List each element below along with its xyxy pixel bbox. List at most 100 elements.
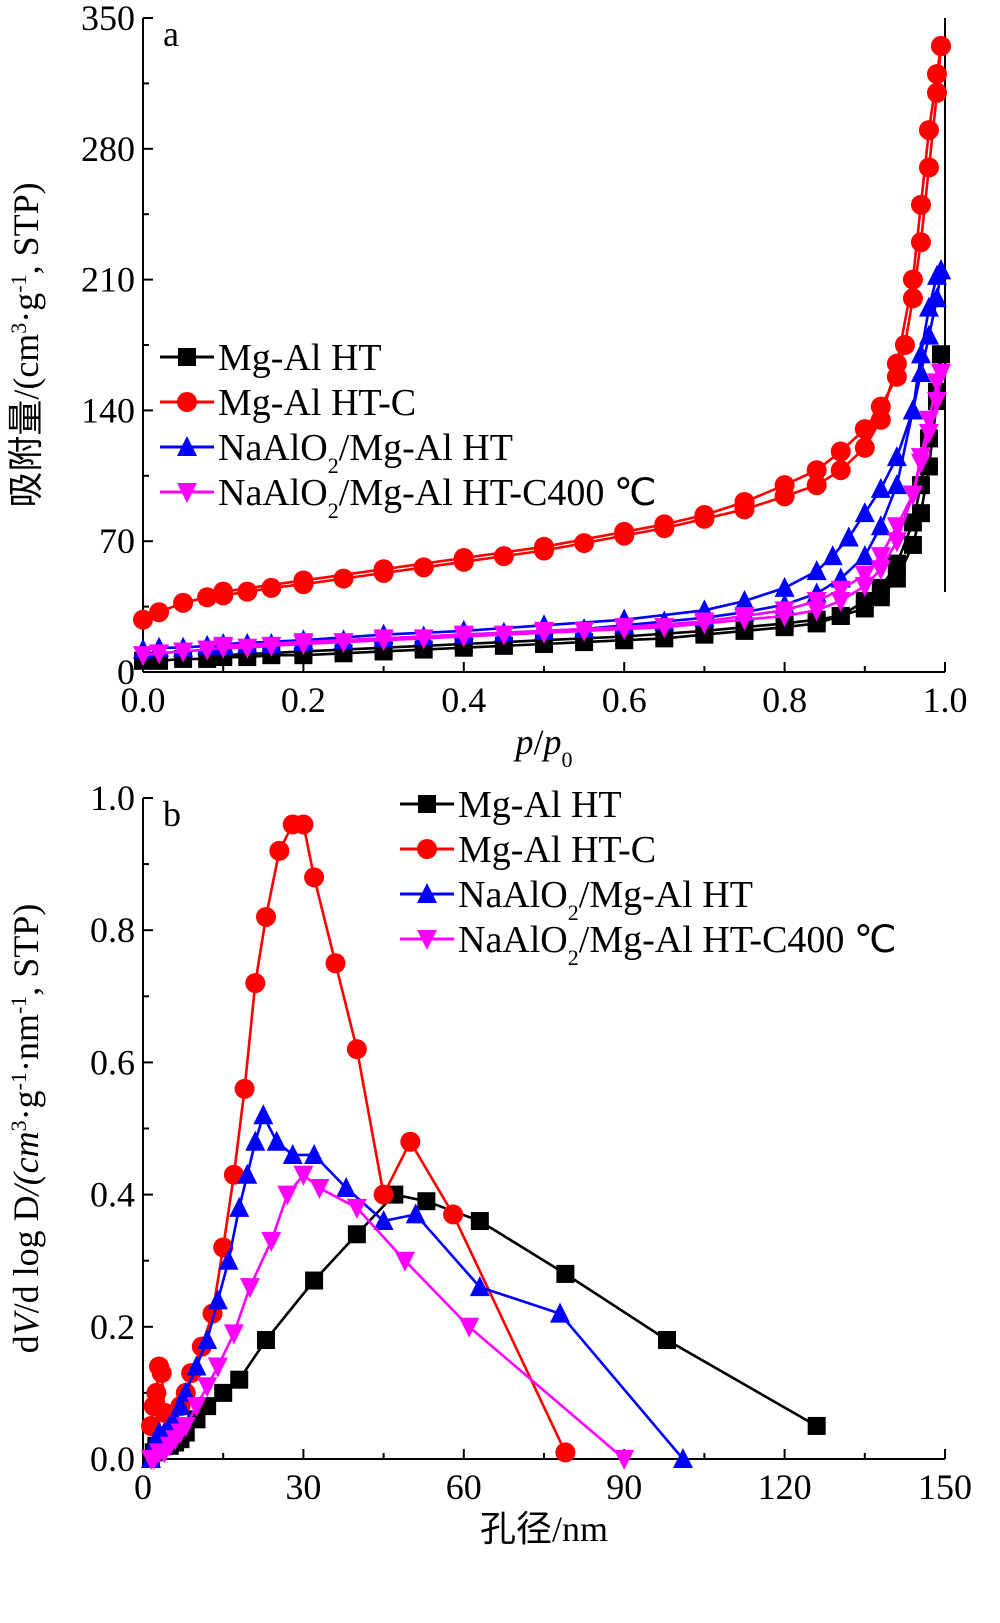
data-point [405,1203,426,1224]
series-2 [141,1104,694,1468]
data-point [734,589,755,610]
y-tick-label: 70 [99,521,135,561]
data-point [245,1130,266,1151]
data-point [304,867,325,888]
data-point [902,485,923,506]
data-point [830,441,851,462]
chart-panel-b: 0 30 60 90 120 150 0.0 0.2 0.4 0.6 0.8 1.0 b 孔径/nm dV/… [6,778,973,1549]
series-3 [141,1165,635,1470]
legend-label: NaAlO2/Mg-Al HT-C400 ℃ [218,472,657,523]
data-point [237,1163,258,1184]
data-point [871,588,890,607]
data-point [213,636,234,657]
data-point [870,547,891,568]
data-point [806,591,827,612]
data-point [197,587,218,608]
data-point [151,1363,172,1384]
data-point [173,642,194,663]
data-point [854,545,875,566]
data-point [918,324,939,345]
data-point [886,474,907,495]
data-point [277,1185,298,1206]
data-point [822,545,843,566]
legend-marker [177,483,197,503]
data-point [886,366,907,387]
y-tick-label: 280 [81,129,135,169]
data-point [173,592,194,613]
x-axis-label: p/p0 [512,722,572,772]
data-point [325,953,346,974]
y-tick-label: 0.0 [90,1439,135,1479]
x-tick-label: 30 [285,1467,321,1507]
legend-label: Mg-Al HT [218,337,382,379]
x-tick-label: 120 [758,1467,812,1507]
x-tick-label: 1.0 [923,680,968,720]
data-point [918,423,939,444]
legend-marker [418,795,436,813]
data-point [614,521,635,542]
y-axis-label: 吸附量/(cm3·g-1, STP) [6,182,47,507]
data-point [854,577,875,598]
legend-label: Mg-Al HT [458,784,622,826]
y-tick-label: 1.0 [90,778,135,818]
data-point [237,581,258,602]
data-point [133,609,153,630]
data-point [870,477,891,498]
data-point [493,625,514,646]
data-point [413,629,434,650]
data-point [175,1416,196,1437]
legend-marker [177,436,197,456]
data-point [614,1450,635,1470]
data-point [170,1395,191,1416]
y-axis-label: dV/d log D/(cm3·g-1·nm-1, STP) [6,904,47,1354]
data-point [807,1416,826,1435]
x-tick-label: 90 [606,1467,642,1507]
x-tick-label: 0.6 [602,680,647,720]
data-point [230,1370,249,1389]
data-point [133,646,153,667]
data-point [774,601,795,622]
data-point [903,535,922,554]
data-point [534,621,554,642]
data-point [197,1329,218,1350]
data-point [910,194,931,215]
data-point [255,906,276,927]
series-0 [142,1185,826,1468]
data-point [926,392,947,413]
panel-letter: a [163,14,179,54]
x-tick-label: 0.4 [441,680,486,720]
legend-marker [417,930,437,950]
data-point [333,568,354,589]
legend-label: Mg-Al HT-C [458,829,656,871]
data-point [774,576,795,597]
data-point [149,602,170,623]
data-point [453,548,474,569]
data-point [654,514,675,535]
data-point [253,1104,274,1125]
data-point [926,82,947,103]
data-point [870,560,891,581]
data-point [470,1212,489,1231]
legend-label: NaAlO2/Mg-Al HT [458,874,753,925]
data-point [830,580,851,601]
data-point [734,491,755,512]
data-point [453,625,474,646]
data-point [673,1448,694,1468]
legend-label: NaAlO2/Mg-Al HT-C400 ℃ [458,919,897,970]
data-point [197,1377,218,1398]
data-point [694,505,715,526]
data-point [930,364,951,385]
data-point [918,120,939,141]
data-point [443,1204,464,1225]
data-point [245,973,266,994]
data-point [930,259,951,280]
data-point [902,399,923,420]
y-tick-label: 0.2 [90,1307,135,1347]
data-point [234,1078,255,1099]
data-point [213,581,234,602]
data-point [346,1039,367,1060]
y-tick-label: 210 [81,260,135,300]
data-point [870,515,891,536]
data-point [911,504,930,523]
